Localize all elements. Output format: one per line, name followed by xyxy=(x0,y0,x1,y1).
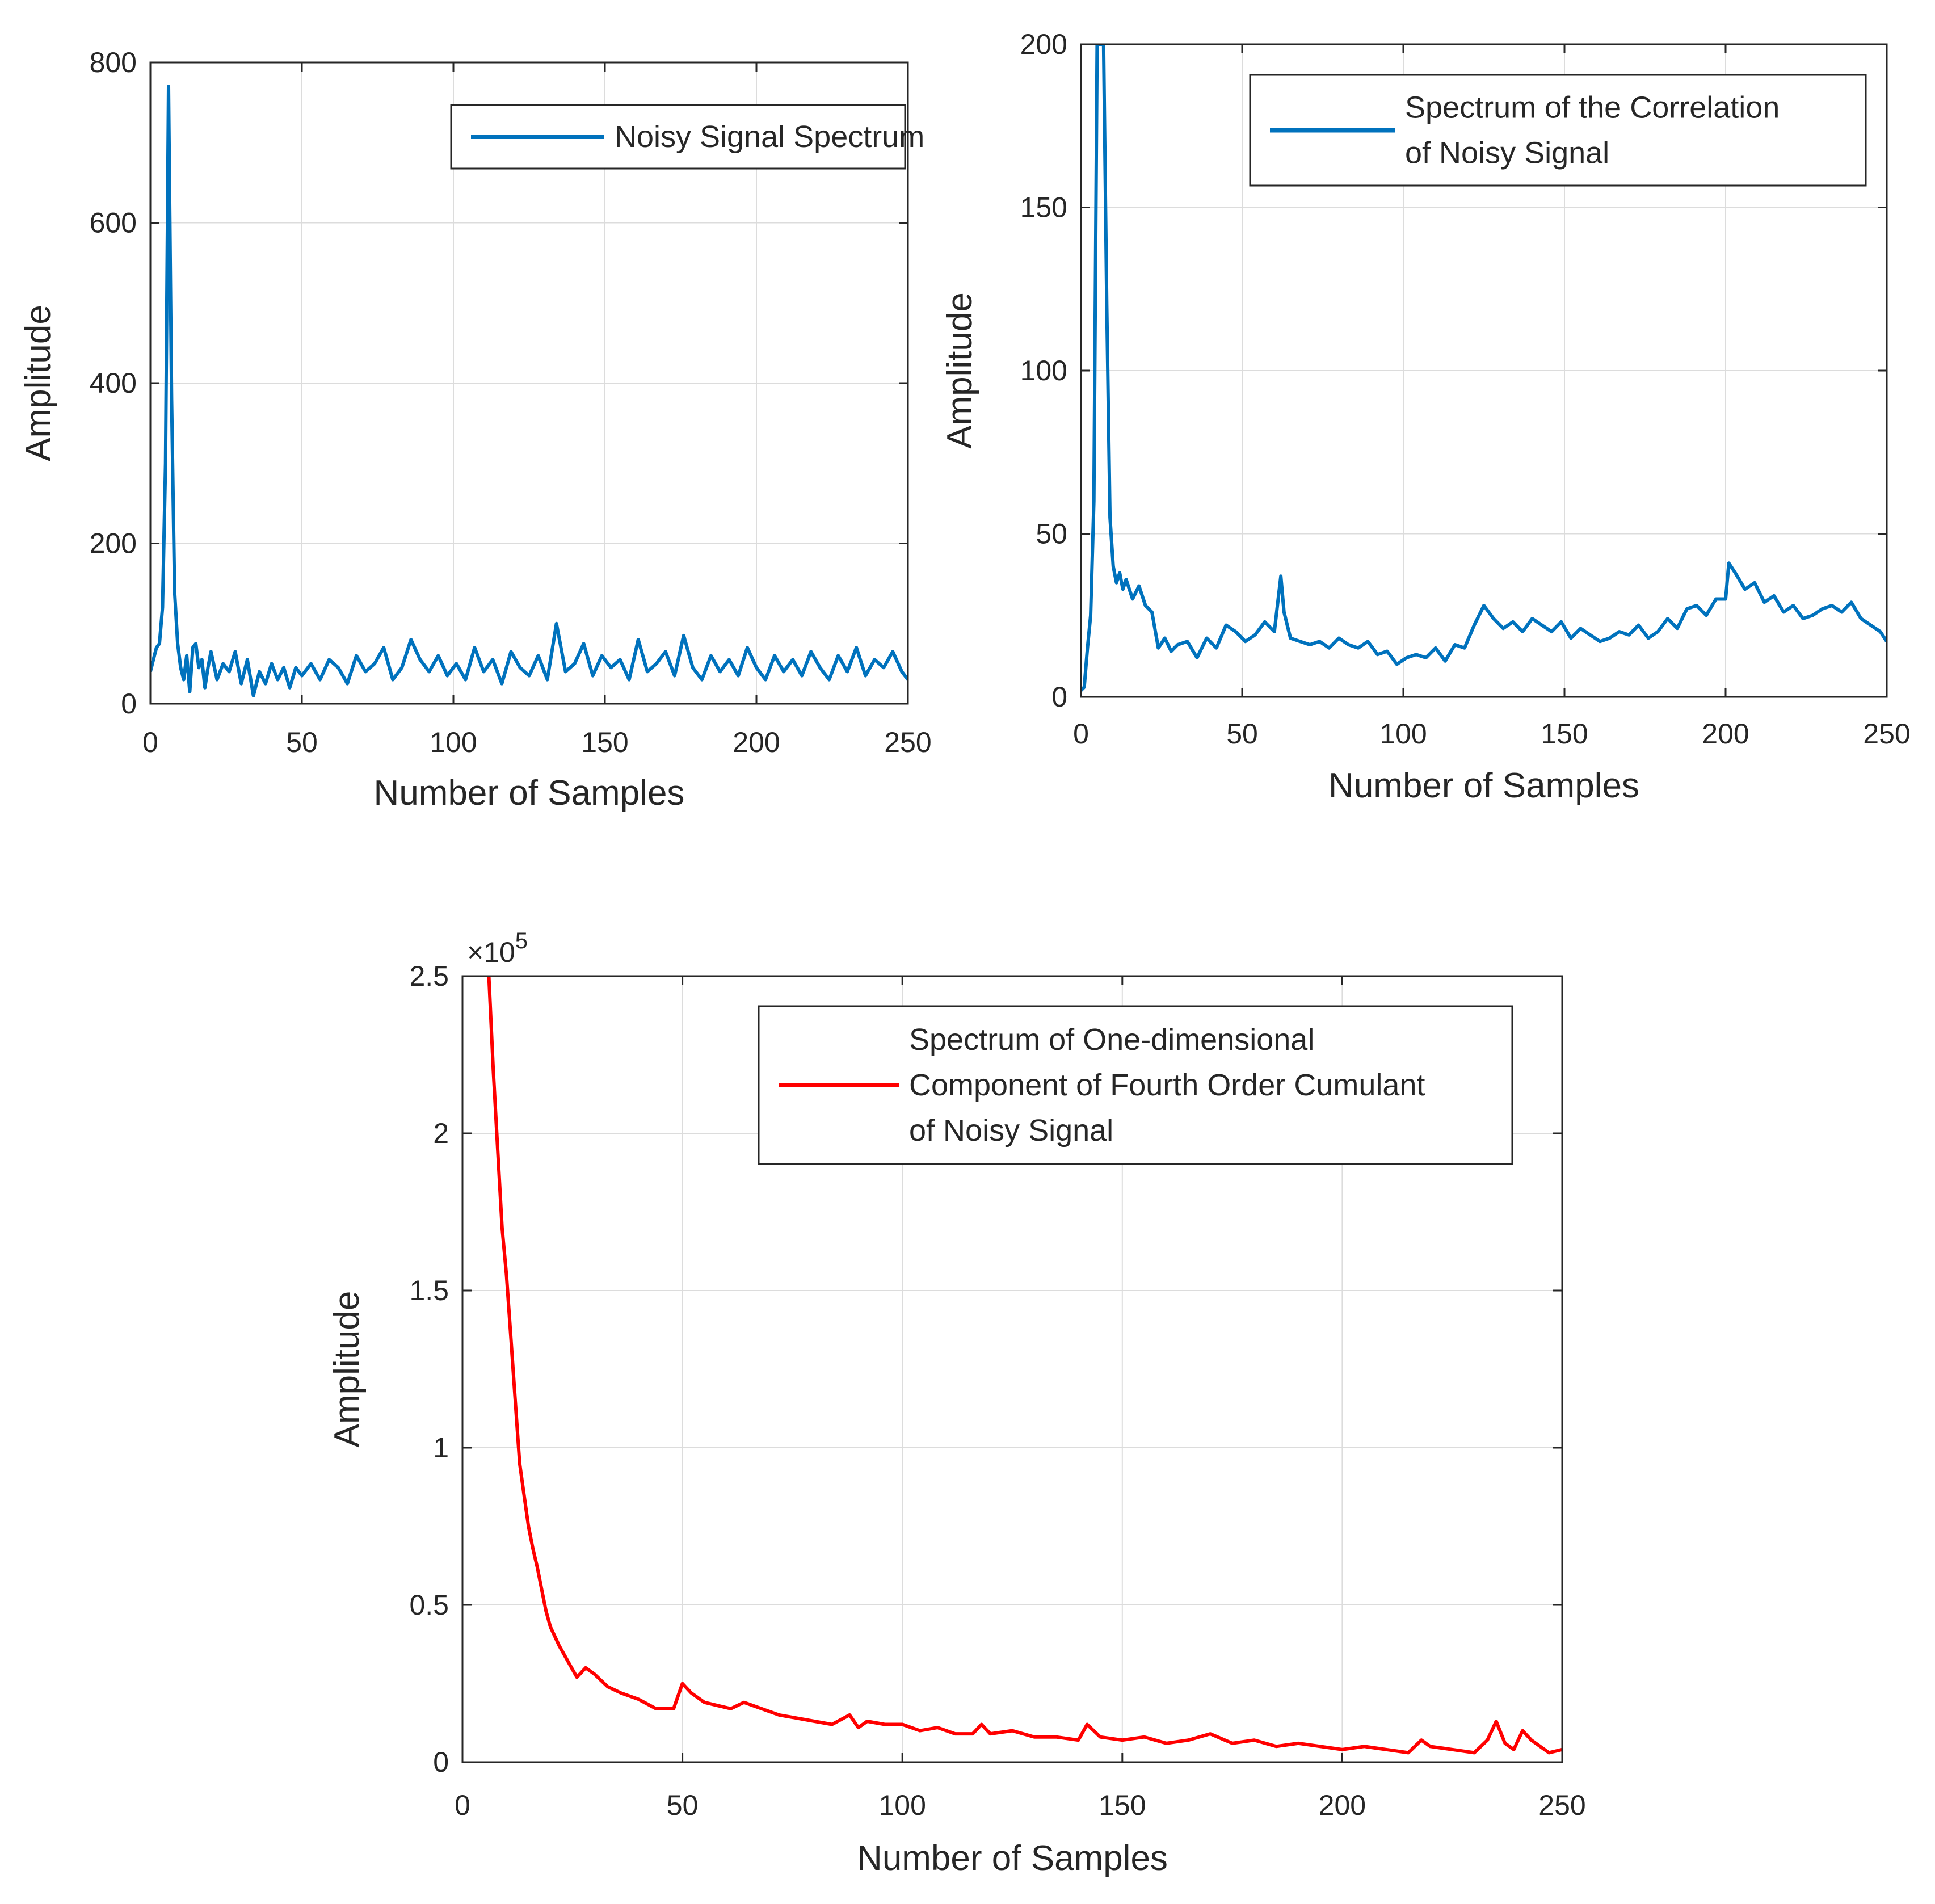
y-axis-label: Amplitude xyxy=(940,292,979,449)
x-tick-label: 150 xyxy=(581,726,628,758)
chart-noisy-signal-spectrum: 0 50 100 150 200 250 0 200 400 600 800 Number of Sa… xyxy=(19,47,932,813)
y-tick-label: 100 xyxy=(1020,355,1067,386)
x-tick-label: 0 xyxy=(455,1789,470,1821)
x-tick-label: 150 xyxy=(1099,1789,1146,1821)
x-tick-label: 50 xyxy=(286,726,318,758)
y-tick-label: 400 xyxy=(90,367,137,399)
x-tick-label: 250 xyxy=(884,726,931,758)
y-tick-label: 1.5 xyxy=(409,1275,449,1306)
series-line-0 xyxy=(1081,44,1887,692)
x-tick-label: 100 xyxy=(430,726,477,758)
legend: Spectrum of One-dimensional Component of … xyxy=(758,1005,1513,1165)
x-tick-label: 100 xyxy=(1379,718,1427,750)
x-tick-label: 250 xyxy=(1863,718,1910,750)
axes-box xyxy=(461,975,1563,1763)
y-tick-label: 0.5 xyxy=(409,1589,449,1621)
x-tick-label: 50 xyxy=(667,1789,699,1821)
y-tick-label: 200 xyxy=(90,528,137,560)
chart-correlation-spectrum: 0 50 100 150 200 250 0 50 100 150 200 Number of Sam… xyxy=(940,28,1911,805)
x-tick-label: 50 xyxy=(1226,718,1258,750)
x-tick-label: 150 xyxy=(1541,718,1588,750)
y-tick-label: 0 xyxy=(1051,681,1067,713)
legend-entry-text: Spectrum of the Correlation xyxy=(1405,91,1780,125)
y-tick-label: 50 xyxy=(1036,518,1067,550)
x-tick-label: 200 xyxy=(733,726,780,758)
legend: Spectrum of the Correlation of Noisy Sign… xyxy=(1249,74,1867,187)
y-tick-label: 200 xyxy=(1020,28,1067,60)
y-axis-label: Amplitude xyxy=(327,1291,367,1448)
x-axis-label: Number of Samples xyxy=(857,1839,1168,1878)
chart-fourth-order-cumulant-spectrum: 0 50 100 150 200 250 0 0.5 1 1.5 2 2.5 ×105 Number of… xyxy=(327,928,1586,1878)
y-tick-label: 1 xyxy=(433,1432,449,1464)
legend-entry-text: Spectrum of One-dimensional xyxy=(909,1023,1314,1057)
legend-entry-text: of Noisy Signal xyxy=(909,1113,1113,1148)
y-exponent-label: ×105 xyxy=(467,928,528,968)
x-tick-label: 200 xyxy=(1319,1789,1366,1821)
x-axis-label: Number of Samples xyxy=(374,774,685,813)
x-tick-label: 0 xyxy=(1073,718,1089,750)
x-axis-label: Number of Samples xyxy=(1328,766,1639,805)
legend-entry-text: Component of Fourth Order Cumulant xyxy=(909,1068,1425,1102)
y-tick-label: 2.5 xyxy=(409,960,449,992)
y-tick-label: 2 xyxy=(433,1117,449,1149)
y-axis-label: Amplitude xyxy=(19,305,58,461)
y-tick-label: 600 xyxy=(90,207,137,239)
y-tick-label: 0 xyxy=(121,688,137,720)
x-tick-label: 250 xyxy=(1538,1789,1585,1821)
y-tick-label: 150 xyxy=(1020,192,1067,224)
series-line-0 xyxy=(487,976,1562,1755)
legend-entry-text: Noisy Signal Spectrum xyxy=(615,120,924,154)
y-tick-label: 0 xyxy=(433,1746,449,1778)
x-tick-label: 200 xyxy=(1702,718,1749,750)
y-tick-label: 800 xyxy=(90,47,137,78)
legend: Noisy Signal Spectrum xyxy=(450,104,924,170)
x-tick-label: 0 xyxy=(142,726,158,758)
x-tick-label: 100 xyxy=(878,1789,926,1821)
legend-entry-text: of Noisy Signal xyxy=(1405,136,1609,170)
series-line-0 xyxy=(150,85,908,697)
